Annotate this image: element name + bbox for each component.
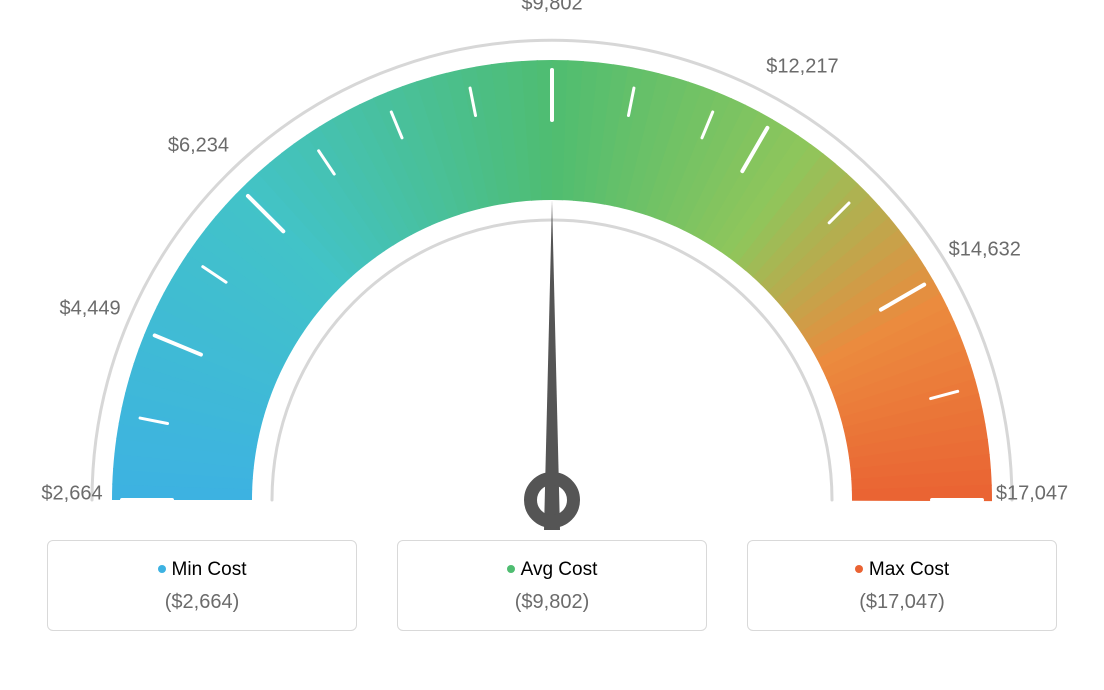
legend-title-max: Max Cost [748, 559, 1056, 581]
legend-title-min: Min Cost [48, 559, 356, 581]
legend-title-text-avg: Avg Cost [521, 559, 598, 580]
gauge-tick-label: $14,632 [949, 238, 1021, 261]
legend-value-avg: ($9,802) [398, 591, 706, 614]
legend-title-text-min: Min Cost [172, 559, 247, 580]
legend-dot-min [158, 565, 166, 573]
legend-row: Min Cost ($2,664) Avg Cost ($9,802) Max … [0, 540, 1104, 631]
legend-title-avg: Avg Cost [398, 559, 706, 581]
gauge-tick-label: $2,664 [41, 483, 102, 506]
legend-card-avg: Avg Cost ($9,802) [397, 540, 707, 631]
legend-card-min: Min Cost ($2,664) [47, 540, 357, 631]
legend-title-text-max: Max Cost [869, 559, 949, 580]
gauge-tick-label: $6,234 [168, 135, 229, 158]
legend-dot-avg [507, 565, 515, 573]
legend-card-max: Max Cost ($17,047) [747, 540, 1057, 631]
gauge-tick-label: $9,802 [521, 0, 582, 16]
legend-value-min: ($2,664) [48, 591, 356, 614]
gauge-container: $2,664 $4,449 $6,234 $9,802 $12,217 $14,632 $1… [0, 0, 1104, 540]
gauge-tick-label: $17,047 [996, 483, 1068, 506]
gauge-tick-label: $12,217 [766, 56, 838, 79]
legend-value-max: ($17,047) [748, 591, 1056, 614]
legend-dot-max [855, 565, 863, 573]
gauge-tick-label: $4,449 [59, 297, 120, 320]
gauge-svg [0, 0, 1104, 540]
